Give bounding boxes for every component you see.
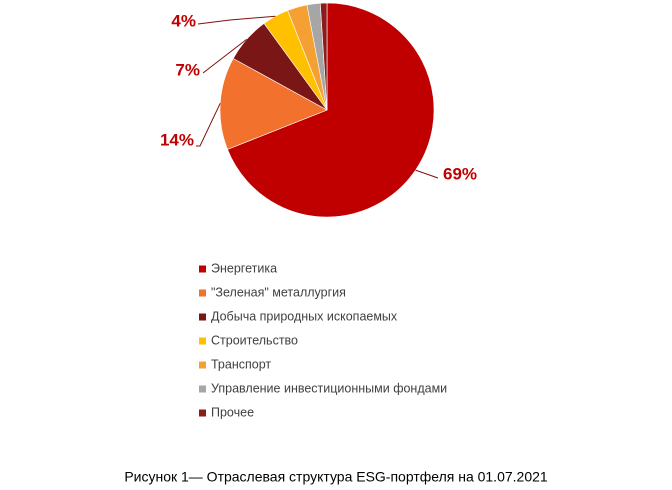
- data-label: 4%: [171, 11, 196, 30]
- legend-swatch: [199, 409, 206, 417]
- legend-swatch: [199, 265, 206, 273]
- legend-swatch: [199, 337, 206, 345]
- legend-label: Добыча природных ископаемых: [211, 309, 398, 323]
- leader-line: [197, 15, 276, 25]
- data-label: 69%: [443, 164, 477, 183]
- leader-line: [202, 38, 248, 74]
- legend-label: Транспорт: [211, 357, 271, 371]
- legend-swatch: [199, 313, 206, 321]
- caption: Рисунок 1— Отраслевая структура ESG-порт…: [124, 469, 548, 485]
- data-label: 14%: [160, 130, 194, 149]
- legend-label: Прочее: [211, 405, 254, 419]
- leader-line: [196, 103, 221, 147]
- legend-swatch: [199, 361, 206, 369]
- pie-slice: [219, 58, 328, 150]
- legend-label: "Зеленая" металлургия: [211, 285, 346, 299]
- data-label: 7%: [175, 60, 200, 79]
- legend-swatch: [199, 385, 206, 393]
- legend-label: Строительство: [211, 333, 298, 347]
- legend-label: Управление инвестиционными фондами: [211, 381, 447, 395]
- leader-line: [415, 169, 439, 179]
- pie-slice: [319, 2, 328, 111]
- legend-swatch: [199, 289, 206, 297]
- legend-label: Энергетика: [211, 261, 277, 275]
